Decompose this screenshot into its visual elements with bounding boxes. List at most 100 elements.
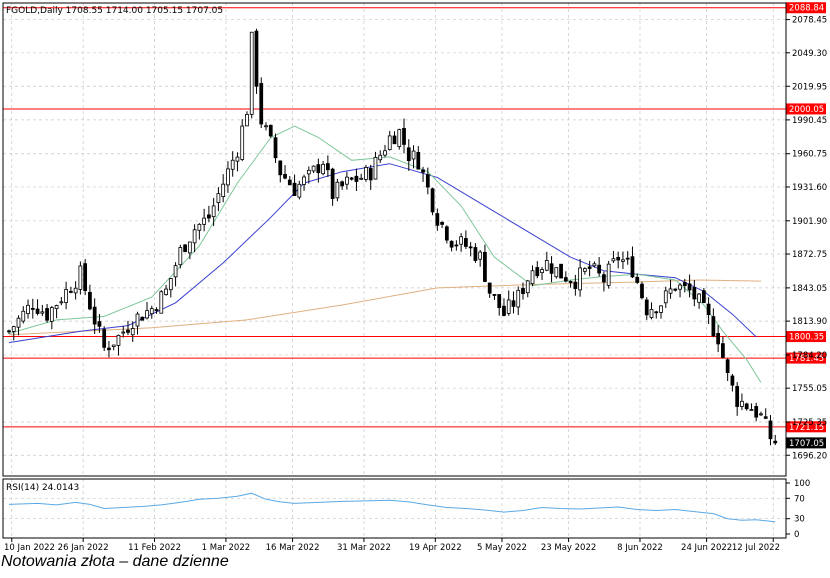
candle	[654, 310, 659, 319]
candle-body-up	[235, 156, 240, 162]
candle	[302, 174, 306, 191]
candle	[516, 286, 521, 316]
candle	[392, 131, 397, 145]
price-tick-label: 2049.30	[792, 49, 827, 59]
time-axis: 10 Jan 2022 26 Jan 2022 11 Feb 2022 1 Mar 2…	[4, 538, 780, 553]
candle	[145, 301, 149, 320]
candle-body-down	[687, 283, 692, 291]
candle	[692, 279, 697, 307]
candle	[644, 297, 649, 320]
candle-body-up	[540, 269, 544, 274]
sma-medium-line	[8, 163, 757, 344]
candle	[525, 279, 530, 298]
level-label: 1721.15	[789, 423, 824, 433]
candle-body-up	[11, 326, 16, 332]
rsi-tick-label: 70	[794, 494, 805, 504]
price-levels: 2088.84 2000.05 1800.35 1781.45 1721.15 1707.…	[3, 2, 826, 449]
candle-body-up	[649, 309, 654, 318]
candle	[216, 187, 221, 212]
candle-body-up	[249, 31, 254, 115]
candle	[616, 251, 621, 269]
candle-body-up	[668, 288, 673, 294]
candle	[297, 180, 302, 200]
candle	[411, 145, 416, 169]
candle	[354, 168, 359, 191]
candle	[68, 286, 73, 294]
chart-background	[0, 0, 830, 552]
candle-body-up	[187, 241, 192, 254]
candle	[621, 251, 625, 270]
candle	[335, 178, 340, 202]
candle	[659, 305, 663, 319]
candle	[230, 151, 235, 177]
candle-body-up	[544, 260, 549, 271]
candle-body-up	[611, 258, 616, 262]
candle-body-down	[616, 256, 621, 261]
candle-body-up	[335, 181, 340, 199]
candle	[16, 315, 21, 336]
candle-body-up	[21, 310, 26, 322]
candle-body-up	[16, 317, 21, 328]
time-tick-label: 16 Mar 2022	[266, 543, 320, 553]
candle	[78, 261, 83, 295]
candle	[278, 160, 283, 183]
candle-body-down	[430, 188, 435, 213]
candle	[245, 111, 249, 127]
candle	[54, 304, 59, 319]
candle	[759, 411, 763, 417]
candle	[440, 221, 444, 228]
candle-body-up	[221, 183, 226, 197]
candle-body-up	[64, 289, 68, 303]
candle-body-up	[49, 307, 54, 322]
price-tick-label: 1901.90	[792, 217, 827, 227]
candle-body-down	[692, 287, 697, 300]
candle-body-up	[130, 328, 135, 336]
rsi-line	[8, 492, 776, 523]
candle	[321, 161, 325, 176]
price-tick-label: 1755.05	[792, 384, 827, 394]
candle-body-up	[173, 265, 178, 278]
candle-body-down	[487, 282, 492, 294]
candle	[425, 167, 430, 195]
candle-body-down	[492, 294, 497, 296]
candle	[640, 281, 644, 300]
candle	[521, 282, 525, 300]
time-tick-label: 5 May 2022	[477, 543, 527, 553]
candle-body-up	[506, 299, 511, 314]
candle	[502, 298, 506, 317]
candle	[273, 133, 278, 163]
candle-body-down	[682, 282, 687, 286]
current-price-label: 1707.05	[789, 439, 824, 449]
candle	[687, 274, 692, 298]
sma-long-line	[8, 279, 762, 336]
time-tick-label: 24 Jun 2022	[681, 543, 732, 553]
candle	[197, 223, 202, 240]
candle	[97, 313, 102, 333]
candle	[749, 403, 754, 411]
candle	[763, 408, 768, 420]
candle	[649, 302, 654, 320]
candle-body-down	[68, 290, 73, 293]
candle-body-down	[754, 406, 759, 418]
candle-body-up	[149, 308, 154, 315]
candle-body-up	[345, 176, 349, 185]
candle-body-up	[578, 267, 582, 291]
level-badge	[786, 2, 826, 14]
level-label: 2088.84	[789, 4, 824, 14]
candle-body-down	[402, 128, 406, 145]
candle	[345, 171, 349, 190]
candle	[464, 230, 468, 250]
candle-body-up	[459, 236, 464, 245]
candle	[597, 257, 602, 277]
candle	[421, 166, 425, 182]
candle	[506, 290, 511, 316]
main-grid	[3, 3, 786, 538]
candle	[416, 146, 421, 170]
candle	[26, 299, 30, 319]
candle	[330, 167, 335, 206]
candle-body-down	[330, 168, 335, 199]
candle	[611, 250, 616, 263]
candle	[140, 316, 145, 321]
candle-body-up	[582, 268, 587, 272]
candle	[340, 180, 345, 190]
